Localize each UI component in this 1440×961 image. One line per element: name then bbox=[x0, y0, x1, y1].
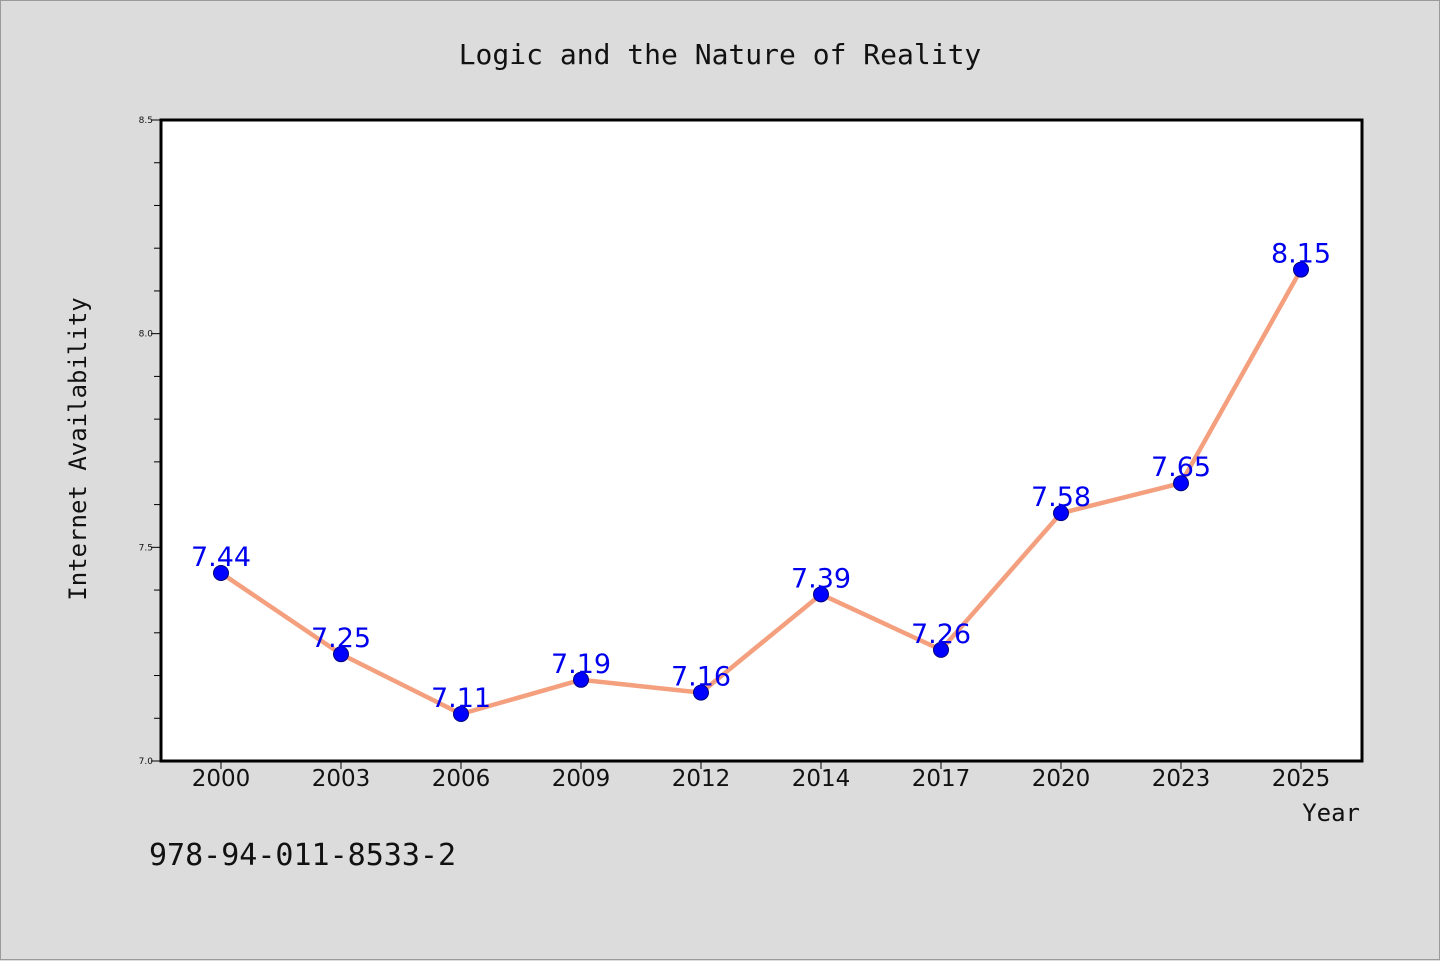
x-tick-label: 2012 bbox=[672, 766, 731, 792]
data-point bbox=[1173, 475, 1189, 492]
x-axis-label: Year bbox=[1302, 799, 1360, 827]
x-tick-label: 2006 bbox=[432, 766, 491, 792]
x-tick-label: 2020 bbox=[1032, 766, 1091, 792]
plot-area bbox=[159, 118, 1364, 763]
data-point bbox=[693, 684, 709, 701]
data-point bbox=[213, 564, 229, 581]
x-tick-label: 2014 bbox=[792, 766, 851, 792]
data-label: 7.44 bbox=[191, 542, 251, 573]
x-tick-label: 2009 bbox=[552, 766, 611, 792]
data-label: 7.11 bbox=[431, 683, 491, 714]
x-tick-label: 2003 bbox=[312, 766, 371, 792]
x-axis: 2000 2003 2006 2009 2012 2014 2017 2020 2023 2025 bbox=[192, 761, 1331, 792]
y-axis-label: Internet Availability bbox=[64, 297, 92, 600]
x-tick-label: 2000 bbox=[192, 766, 251, 792]
data-labels: 7.44 7.25 7.11 7.19 7.16 7.39 7.26 7.58 7.65 8.15 bbox=[191, 239, 1331, 714]
x-tick-label: 2025 bbox=[1272, 766, 1331, 792]
data-label: 7.25 bbox=[311, 623, 371, 654]
chart-title: Logic and the Nature of Reality bbox=[459, 38, 982, 71]
data-point bbox=[1053, 505, 1069, 522]
data-point bbox=[333, 646, 349, 663]
x-tick-label: 2017 bbox=[912, 766, 971, 792]
data-point bbox=[813, 586, 829, 603]
x-tick-label: 2023 bbox=[1152, 766, 1211, 792]
series-line bbox=[219, 268, 1303, 717]
data-point bbox=[1293, 261, 1309, 278]
data-label: 7.19 bbox=[551, 649, 611, 680]
data-point bbox=[453, 705, 469, 722]
data-point bbox=[933, 641, 949, 658]
data-label: 8.15 bbox=[1271, 239, 1331, 270]
data-label: 7.58 bbox=[1031, 482, 1091, 513]
data-point bbox=[573, 671, 589, 688]
y-tick-label: 8.5 bbox=[139, 116, 153, 126]
y-axis: 7.0 7.5 8.0 8.5 bbox=[139, 116, 161, 767]
isbn-text: 978-94-011-8533-2 bbox=[149, 838, 456, 873]
y-tick-label: 7.5 bbox=[139, 543, 153, 553]
data-points bbox=[213, 261, 1309, 722]
y-tick-label: 8.0 bbox=[139, 330, 154, 340]
y-tick-label: 7.0 bbox=[139, 757, 154, 767]
data-label: 7.65 bbox=[1151, 452, 1211, 483]
data-label: 7.26 bbox=[911, 619, 971, 650]
data-label: 7.39 bbox=[791, 563, 851, 594]
data-label: 7.16 bbox=[671, 662, 731, 693]
